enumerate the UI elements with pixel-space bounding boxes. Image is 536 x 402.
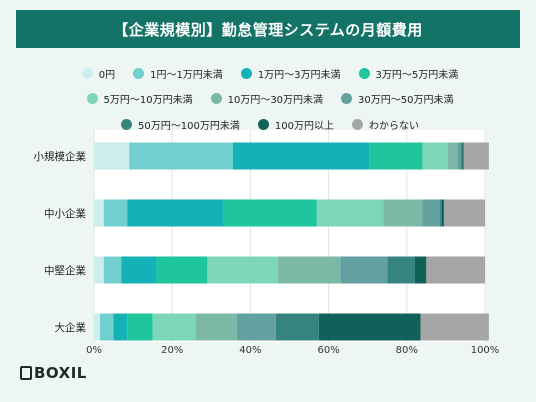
bar-segment [94,142,130,170]
chart-title: 【企業規模別】勤怠管理システムの月額費用 [16,10,520,48]
category-label: 小規模企業 [34,150,87,163]
bar-segment [121,256,157,284]
legend-swatch-icon [81,68,93,79]
bar-segment [443,199,485,227]
legend-item: 1万円〜3万円未満 [240,66,341,81]
bar-segment [420,313,489,341]
bar-segment [129,142,233,170]
legend-item: 50万円〜100万円未満 [121,117,240,132]
bar-segment [94,199,104,227]
legend-row: 50万円〜100万円未満 100万円以上 わからない [20,117,520,132]
bar-segment [103,199,128,227]
boxil-logo-text: BOXIL [34,364,87,382]
bar-segment [447,142,458,170]
legend-item: 5万円〜10万円未満 [86,91,193,106]
bar-segment [383,199,423,227]
bar-segment [277,256,341,284]
category-label: 中堅企業 [44,264,86,277]
bar-segment [340,256,388,284]
legend-item: 1円〜1万円未満 [133,66,223,81]
bar-segment [318,313,421,341]
bar-segment [127,199,224,227]
bar-segment [316,199,384,227]
bar-segment [94,256,104,284]
bar-segment [232,142,370,170]
bar-segment [99,313,114,341]
bar-segment [387,256,415,284]
legend-row: 0円 1円〜1万円未満 1万円〜3万円未満 3万円〜5万円未満 [20,66,520,81]
bar-segment [462,142,464,170]
legend-label: 10万円〜30万円未満 [227,95,324,106]
bar-segment [94,313,100,341]
bar-segment [152,313,196,341]
legend-swatch-icon [210,93,222,104]
x-tick-label: 60% [317,345,339,356]
x-tick-label: 0% [86,345,102,356]
bar-segment [440,199,442,227]
bar-segment [426,256,485,284]
legend-swatch-icon [341,93,353,104]
legend-item: わからない [351,117,419,132]
legend-swatch-icon [351,119,363,130]
legend-swatch-icon [133,68,145,79]
category-label: 大企業 [55,321,87,334]
bar-segment [103,256,122,284]
legend-item: 100万円以上 [257,117,334,132]
legend-swatch-icon [240,68,252,79]
boxil-logo: BOXIL [20,364,87,382]
category-label: 中小企業 [44,207,86,220]
bar-segment [369,142,423,170]
legend-label: 3万円〜5万円未満 [375,70,459,81]
bar-segment [113,313,128,341]
bar-segment [422,142,448,170]
bar-segment [441,199,444,227]
legend-label: 50万円〜100万円未満 [138,121,240,132]
legend-label: 30万円〜50万円未満 [358,95,454,106]
legend-item: 3万円〜5万円未満 [358,66,459,81]
legend-swatch-icon [257,119,269,130]
legend-item: 0円 [81,66,116,81]
legend-swatch-icon [358,68,370,79]
bar-segment [463,142,489,170]
legend-swatch-icon [121,119,133,130]
bar-segment [223,199,317,227]
bar-segment [457,142,461,170]
legend-label: 5万円〜10万円未満 [103,95,193,106]
bar-segment [460,142,463,170]
legend-label: 0円 [98,70,116,81]
legend-label: 100万円以上 [274,121,334,132]
legend-swatch-icon [86,93,98,104]
legend-label: わからない [368,121,419,132]
bar-segment [414,256,427,284]
bar-segment [195,313,237,341]
x-tick-label: 80% [396,345,418,356]
boxil-logo-mark-icon [20,366,32,380]
legend-label: 1万円〜3万円未満 [257,70,341,81]
legend-item: 10万円〜30万円未満 [210,91,324,106]
legend-item: 30万円〜50万円未満 [341,91,454,106]
bar-segment [127,313,153,341]
bar-segment [422,199,441,227]
bar-segment [156,256,208,284]
legend-row: 5万円〜10万円未満 10万円〜30万円未満 30万円〜50万円未満 [20,91,520,106]
x-tick-label: 20% [161,345,183,356]
x-tick-label: 100% [471,345,500,356]
bar-segment [236,313,276,341]
bar-segment [207,256,278,284]
bar-segment [275,313,319,341]
legend-label: 1円〜1万円未満 [150,70,223,81]
x-tick-label: 40% [239,345,261,356]
